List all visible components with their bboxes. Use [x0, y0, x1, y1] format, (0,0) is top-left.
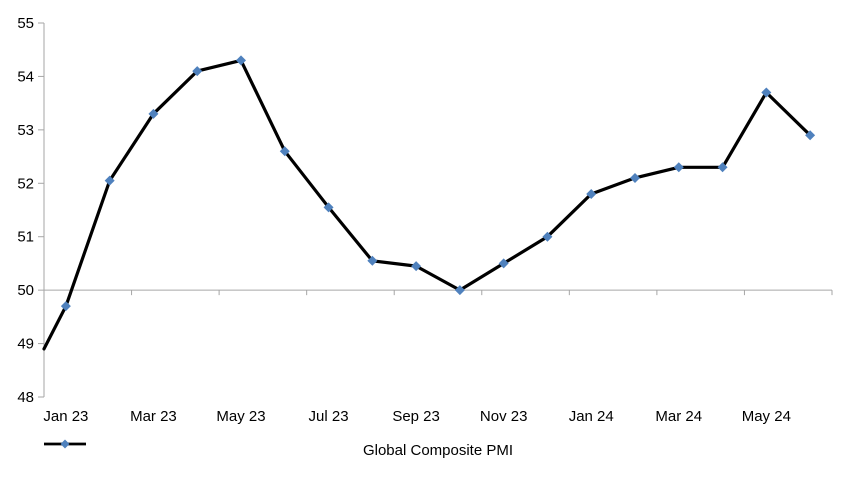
x-axis-tick-label: Mar 23 [130, 408, 177, 425]
data-point-marker [323, 202, 334, 213]
data-point-marker [367, 255, 378, 266]
x-axis-tick-label: Jan 23 [43, 408, 88, 425]
legend-marker-icon [60, 439, 70, 449]
legend-line-marker-icon [44, 439, 86, 449]
data-point-marker [454, 285, 465, 296]
data-point-marker [542, 231, 553, 242]
data-point-marker [60, 301, 71, 312]
data-point-marker [630, 172, 640, 183]
y-axis-tick-label: 51 [17, 229, 34, 246]
data-point-marker [761, 87, 772, 98]
legend-label: Global Composite PMI [362, 441, 514, 459]
y-axis-tick-label: 52 [17, 175, 34, 192]
y-axis-tick-label: 48 [17, 389, 34, 406]
data-point-marker [673, 162, 684, 173]
x-axis-tick-label: May 24 [742, 408, 791, 425]
data-point-marker [236, 55, 246, 66]
x-axis-tick-label: Jan 24 [569, 408, 614, 425]
y-axis-tick-label: 54 [17, 68, 34, 85]
legend: Global Composite PMI [44, 438, 832, 462]
y-axis-tick-label: 55 [17, 15, 34, 32]
data-point-marker [717, 162, 728, 173]
pmi-series-line [42, 58, 812, 351]
data-point-marker [498, 258, 509, 269]
x-axis-tick-label: Nov 23 [480, 408, 528, 425]
data-point-marker [192, 66, 203, 77]
data-point-marker [805, 130, 816, 141]
data-point-marker [279, 146, 290, 157]
plot-area: 48 49 50 51 52 53 54 55 Jan 23 Mar 23 May 23 Jul 23… [17, 15, 833, 425]
data-point-marker [411, 261, 422, 272]
x-axis-tick-label: Mar 24 [655, 408, 702, 425]
x-axis-tick-label: Jul 23 [309, 408, 349, 425]
data-point-marker [104, 175, 115, 186]
x-axis-tick-label: Sep 23 [392, 408, 440, 425]
data-point-marker [586, 188, 597, 199]
x-axis-tick-label: May 23 [216, 408, 265, 425]
y-axis-tick-label: 50 [17, 282, 34, 299]
y-axis-tick-label: 49 [17, 336, 34, 353]
data-point-marker [148, 108, 159, 119]
y-axis-tick-label: 53 [17, 122, 34, 139]
